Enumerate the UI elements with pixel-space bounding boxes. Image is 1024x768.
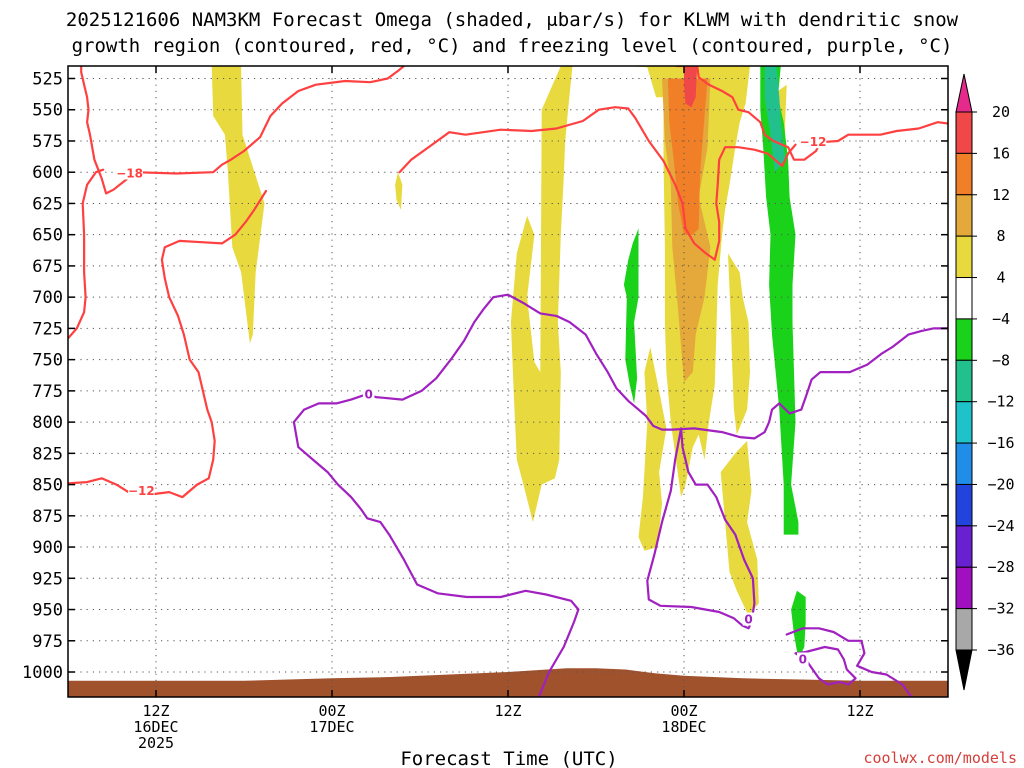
y-tick-label-1000: 1000 bbox=[22, 663, 63, 683]
y-tick-label-650: 650 bbox=[32, 226, 63, 246]
colorbar: 20 16 12 8 4 −4 −8 −12 −16 −20 −24 −28 −32 −36 bbox=[955, 73, 1015, 691]
colorbar-over-arrow bbox=[955, 73, 973, 113]
colorbar-bin-0 bbox=[955, 111, 973, 154]
omega-shade-13 bbox=[791, 590, 806, 660]
contour-label-freezing-0c-loop: 0 bbox=[799, 653, 807, 667]
y-tick-label-725: 725 bbox=[32, 319, 63, 339]
y-tick-label-700: 700 bbox=[32, 288, 63, 308]
x-tick-label-6-2: 2025 bbox=[138, 734, 174, 752]
contour-dendritic-12c-left bbox=[68, 168, 105, 340]
colorbar-tick-label-0: 20 bbox=[992, 103, 1010, 121]
omega-shade-2 bbox=[510, 66, 573, 523]
x-tick-label-18-1: 17DEC bbox=[309, 718, 354, 736]
colorbar-under-arrow bbox=[955, 649, 973, 691]
colorbar-bin-9 bbox=[955, 483, 973, 527]
y-tick-label-925: 925 bbox=[32, 569, 63, 589]
contour-dendritic-12c-upper bbox=[675, 66, 948, 161]
contour-label-bg-dendritic-18c bbox=[116, 166, 143, 180]
y-tick-label-675: 675 bbox=[32, 257, 63, 277]
y-tick-label-975: 975 bbox=[32, 632, 63, 652]
contour-label-bg-dendritic-12c-upper bbox=[799, 135, 827, 149]
plot-area: −18 −12 −12 0 0 0 bbox=[68, 66, 948, 697]
omega-shade-4 bbox=[638, 347, 667, 551]
omega-shade-0 bbox=[211, 66, 265, 344]
colorbar-tick-label-3: 8 bbox=[996, 227, 1005, 245]
omega-shade-14 bbox=[764, 66, 786, 173]
colorbar-bin-3 bbox=[955, 235, 973, 279]
contour-label-dendritic-18c: −18 bbox=[116, 166, 143, 180]
x-tick-label-42-1: 18DEC bbox=[661, 718, 706, 736]
x-tick-label-30-0: 12Z bbox=[494, 702, 521, 720]
colorbar-bin-5 bbox=[955, 318, 973, 361]
y-tick-label-900: 900 bbox=[32, 538, 63, 558]
x-tick-label-42-0: 00Z bbox=[670, 702, 697, 720]
colorbar-tick-label-6: −8 bbox=[992, 351, 1010, 369]
contour-freezing-0c-inner bbox=[646, 427, 756, 630]
colorbar-bin-10 bbox=[955, 525, 973, 568]
y-tick-label-525: 525 bbox=[32, 69, 63, 89]
x-tick-label-18-0: 00Z bbox=[318, 702, 345, 720]
colorbar-tick-label-1: 16 bbox=[992, 144, 1010, 162]
colorbar-tick-label-12: −32 bbox=[987, 600, 1014, 618]
colorbar-bin-4 bbox=[955, 277, 973, 320]
plot-content: −18 −12 −12 0 0 0 bbox=[68, 66, 948, 697]
contour-label-freezing-0c-inner: 0 bbox=[744, 613, 752, 627]
omega-shade-6 bbox=[728, 253, 750, 435]
omega-shade-11 bbox=[623, 228, 639, 404]
contour-dendritic-12c-dome bbox=[398, 106, 797, 261]
y-tick-label-825: 825 bbox=[32, 444, 63, 464]
x-tick-label-6-1: 16DEC bbox=[133, 718, 178, 736]
colorbar-bin-12 bbox=[955, 608, 973, 651]
omega-shade-1 bbox=[395, 172, 403, 210]
contour-dendritic-18c bbox=[80, 66, 405, 195]
contour-label-dendritic-12c-lower: −12 bbox=[128, 484, 155, 498]
colorbar-tick-label-7: −12 bbox=[987, 393, 1014, 411]
y-tick-label-775: 775 bbox=[32, 382, 63, 402]
contour-freezing-0c-right bbox=[785, 627, 913, 697]
axes: 525 550 575 600 625 650 675 700 725 750 775 800 825 8… bbox=[22, 65, 949, 752]
terrain-ground bbox=[68, 668, 948, 697]
omega-shade-10 bbox=[684, 66, 698, 108]
colorbar-bin-11 bbox=[955, 566, 973, 610]
y-tick-label-550: 550 bbox=[32, 101, 63, 121]
colorbar-tick-label-13: −36 bbox=[987, 641, 1014, 659]
contour-label-bg-dendritic-12c-lower bbox=[128, 483, 155, 497]
colorbar-tick-label-2: 12 bbox=[992, 186, 1010, 204]
colorbar-tick-label-8: −16 bbox=[987, 434, 1014, 452]
x-axis-label: Forecast Time (UTC) bbox=[400, 748, 617, 768]
colorbar-tick-label-9: −20 bbox=[987, 475, 1014, 493]
colorbar-bin-6 bbox=[955, 359, 973, 403]
x-tick-label-54-0: 12Z bbox=[846, 702, 873, 720]
colorbar-tick-label-11: −28 bbox=[987, 558, 1014, 576]
contour-label-dendritic-12c-upper: −12 bbox=[800, 135, 827, 149]
y-tick-label-750: 750 bbox=[32, 351, 63, 371]
colorbar-tick-label-5: −4 bbox=[992, 310, 1010, 328]
site-credit: coolwx.com/models bbox=[863, 749, 1017, 767]
contour-freezing-0c-loop bbox=[794, 645, 857, 686]
y-tick-label-800: 800 bbox=[32, 413, 63, 433]
y-tick-label-950: 950 bbox=[32, 601, 63, 621]
y-tick-label-850: 850 bbox=[32, 476, 63, 496]
omega-shade-9 bbox=[667, 78, 708, 235]
omega-shade-12 bbox=[760, 66, 799, 535]
y-tick-label-625: 625 bbox=[32, 194, 63, 214]
colorbar-tick-label-10: −24 bbox=[987, 517, 1014, 535]
chart-title-line-1: 2025121606 NAM3KM Forecast Omega (shaded… bbox=[66, 9, 959, 31]
contour-label-bg-freezing-0c-main bbox=[362, 387, 375, 401]
y-tick-label-600: 600 bbox=[32, 163, 63, 183]
colorbar-bin-8 bbox=[955, 442, 973, 485]
colorbar-bin-2 bbox=[955, 194, 973, 237]
colorbar-tick-label-4: 4 bbox=[996, 269, 1005, 287]
contour-label-freezing-0c-main: 0 bbox=[364, 388, 372, 402]
chart-title-line-2: growth region (contoured, red, °C) and f… bbox=[72, 35, 953, 57]
contour-label-bg-freezing-0c-inner bbox=[742, 612, 755, 626]
x-tick-label-6-0: 12Z bbox=[142, 702, 169, 720]
contour-freezing-0c-main bbox=[292, 293, 948, 697]
colorbar-bin-1 bbox=[955, 152, 973, 196]
y-tick-label-575: 575 bbox=[32, 132, 63, 152]
y-tick-label-875: 875 bbox=[32, 507, 63, 527]
contour-label-bg-freezing-0c-loop bbox=[797, 652, 809, 666]
colorbar-bin-7 bbox=[955, 401, 973, 444]
